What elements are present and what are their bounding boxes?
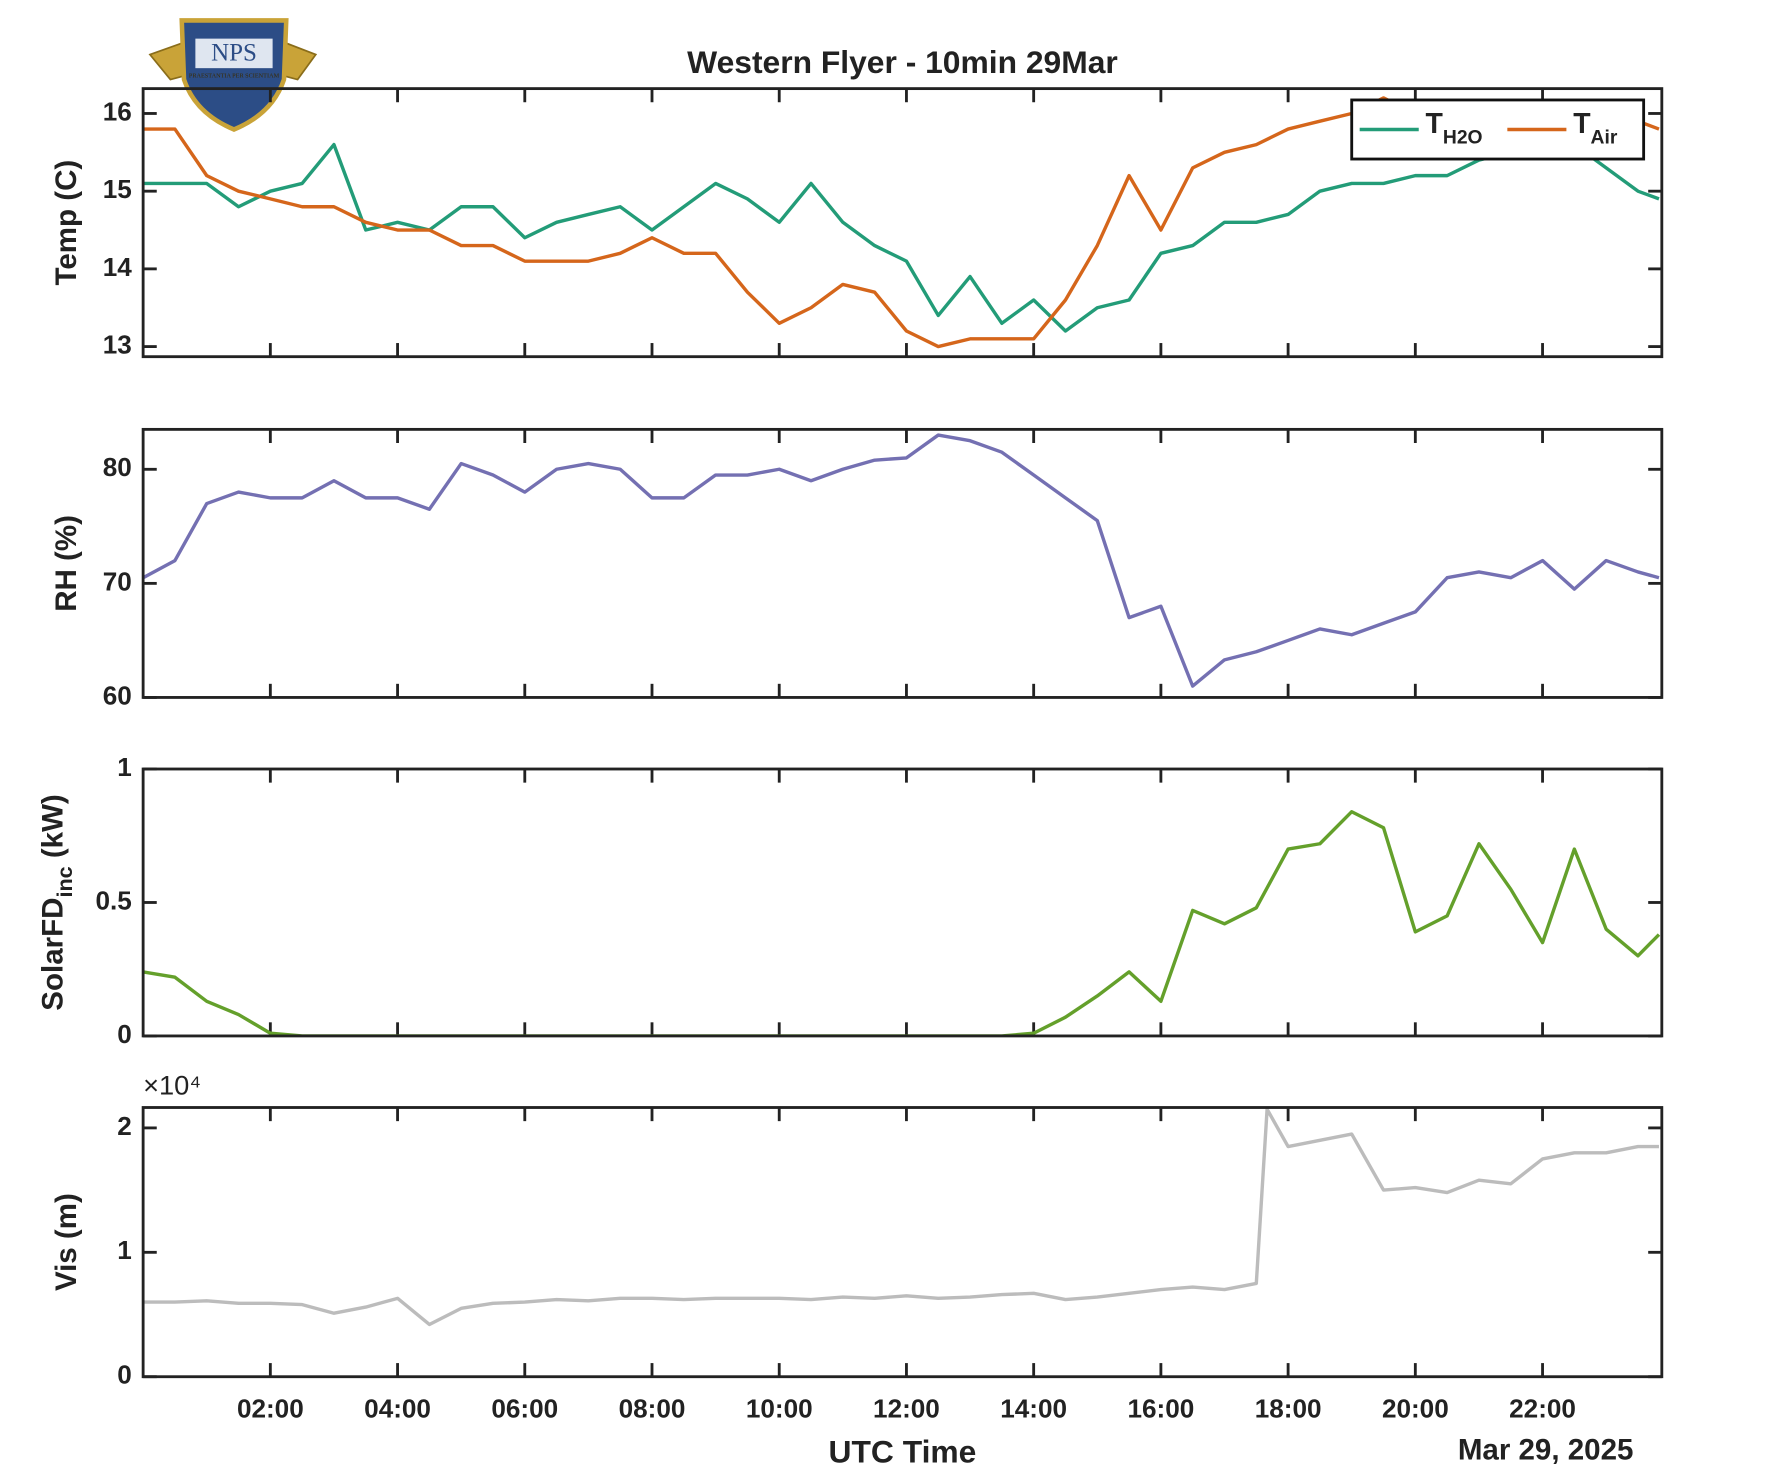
- subplot: 60 70 80 RH (%): [50, 427, 1664, 710]
- y-axis-label-main: SolarFD: [36, 898, 69, 1011]
- x-axis-label: UTC Time: [829, 1433, 977, 1469]
- plot-frame: [141, 1106, 1664, 1379]
- y-tick-label: 15: [103, 174, 132, 204]
- chart-title: Western Flyer - 10min 29Mar: [687, 44, 1118, 80]
- legend-label-main: T: [1573, 107, 1591, 139]
- logo: NPS PRAESTANTIA PER SCIENTIAM: [148, 18, 318, 132]
- legend-label: TAir: [1573, 107, 1618, 148]
- logo-plate: [195, 38, 273, 69]
- x-tick-label: 02:00: [237, 1394, 304, 1424]
- y-axis-label-main: Temp (C): [50, 160, 83, 286]
- y-axis-label: SolarFDinc (kW): [36, 794, 76, 1010]
- y-tick-label: 2: [117, 1111, 132, 1141]
- x-tick-label: 06:00: [491, 1394, 558, 1424]
- series-line: [143, 142, 1660, 333]
- y-tick-label: 0: [117, 1360, 132, 1390]
- y-axis-label: Temp (C): [50, 160, 83, 286]
- legend-label-sub: H2O: [1443, 128, 1483, 149]
- y-axis-label: Vis (m): [50, 1193, 83, 1291]
- subplot: 0 0.5 1 SolarFDinc (kW): [36, 752, 1664, 1049]
- x-tick-label: 18:00: [1255, 1394, 1322, 1424]
- legend-label: TH2O: [1426, 107, 1483, 148]
- logo-text: NPS: [211, 39, 257, 66]
- y-tick-label: 13: [103, 329, 132, 359]
- plot-frame: [141, 87, 1664, 359]
- y-axis-label: RH (%): [50, 515, 83, 612]
- y-tick-label: 0.5: [95, 885, 131, 915]
- y-tick-label: 1: [117, 752, 132, 782]
- axis-exponent: ×10⁴: [143, 1069, 201, 1100]
- y-tick-label: 70: [103, 566, 132, 596]
- logo-motto: PRAESTANTIA PER SCIENTIAM: [189, 73, 280, 80]
- y-axis-label-main: Vis (m): [50, 1193, 83, 1291]
- legend-label-sub: Air: [1591, 128, 1618, 149]
- y-tick-label: 16: [103, 96, 132, 126]
- x-tick-label: 12:00: [873, 1394, 940, 1424]
- y-tick-label: 1: [117, 1235, 132, 1265]
- subplot: Western Flyer - 10min 29Mar 13 14 15 16 Temp …: [50, 44, 1664, 359]
- y-axis-label-sub: inc: [52, 866, 77, 897]
- x-tick-label: 14:00: [1000, 1394, 1067, 1424]
- x-tick-label: 10:00: [746, 1394, 813, 1424]
- plot-frame: [141, 767, 1664, 1038]
- series-line: [143, 433, 1660, 688]
- y-axis-label-unit: (kW): [36, 794, 69, 866]
- x-tick-label: 16:00: [1127, 1394, 1194, 1424]
- plot-frame: [141, 427, 1664, 699]
- y-tick-label: 0: [117, 1019, 132, 1049]
- subplot: 0 1 2 02:00 04:00 06:00 08:00 10:00 12:00 14:00 16…: [50, 1069, 1664, 1469]
- y-tick-label: 80: [103, 452, 132, 482]
- y-tick-label: 14: [103, 252, 133, 282]
- y-tick-label: 60: [103, 680, 132, 710]
- series-line: [143, 1107, 1659, 1327]
- x-tick-label: 22:00: [1509, 1394, 1576, 1424]
- legend-label-main: T: [1426, 107, 1444, 139]
- x-tick-label: 20:00: [1382, 1394, 1449, 1424]
- date-label: Mar 29, 2025: [1458, 1433, 1634, 1466]
- series-line: [143, 810, 1661, 1036]
- x-tick-label: 08:00: [619, 1394, 686, 1424]
- x-tick-label: 04:00: [364, 1394, 431, 1424]
- y-axis-label-main: RH (%): [50, 515, 83, 612]
